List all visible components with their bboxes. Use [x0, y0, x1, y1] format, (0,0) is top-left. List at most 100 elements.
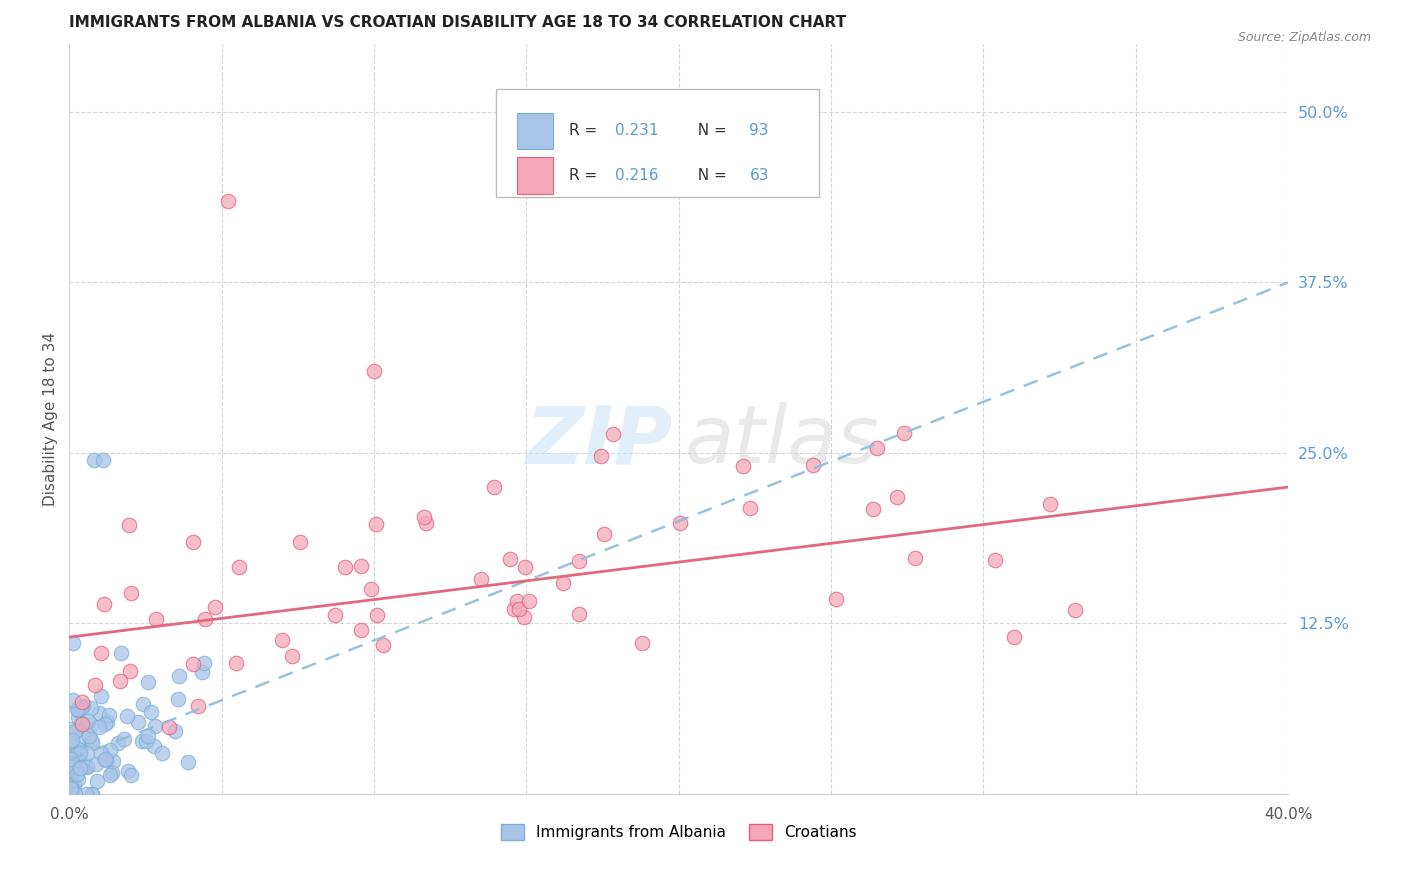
Point: [89, 706, 111, 720]
Point: [67, 742, 90, 756]
Point: [145, 612, 167, 626]
Point: [143, 739, 166, 753]
Point: [70, 700, 93, 714]
Point: [508, 602, 530, 616]
Point: [63, 759, 86, 773]
Point: [503, 602, 526, 616]
Point: [482, 479, 505, 493]
Point: [98, 743, 121, 757]
Text: 0.216: 0.216: [616, 168, 659, 183]
Point: [217, 194, 239, 208]
Point: [592, 527, 614, 541]
Point: [70, 695, 93, 709]
Point: [80, 787, 103, 801]
Point: [366, 607, 388, 622]
Point: [69, 715, 91, 730]
Point: [66, 710, 89, 724]
Point: [280, 649, 302, 664]
Point: [143, 719, 166, 733]
Point: [80, 732, 103, 747]
Point: [904, 550, 927, 565]
Point: [290, 535, 312, 549]
Point: [194, 612, 217, 626]
Point: [893, 426, 915, 441]
Point: [415, 516, 437, 530]
Point: [86, 774, 108, 789]
Point: [731, 458, 754, 473]
Point: [62, 693, 84, 707]
Point: [187, 698, 209, 713]
Point: [94, 752, 117, 766]
Point: [193, 656, 215, 670]
Point: [167, 669, 190, 683]
Point: [107, 736, 129, 750]
Point: [412, 510, 434, 524]
Point: [62, 739, 84, 754]
Text: 63: 63: [749, 168, 769, 183]
Point: [67, 702, 90, 716]
Point: [90, 646, 112, 660]
Legend: Immigrants from Albania, Croatians: Immigrants from Albania, Croatians: [495, 818, 863, 847]
Point: [228, 560, 250, 574]
Point: [59, 787, 82, 801]
Point: [62, 740, 84, 755]
Point: [333, 560, 356, 574]
Point: [135, 734, 157, 748]
Point: [62, 636, 84, 650]
Point: [73, 757, 96, 772]
Text: ZIP: ZIP: [526, 402, 672, 481]
Point: [631, 636, 654, 650]
Point: [58, 734, 80, 748]
Point: [513, 560, 536, 574]
Point: [62, 782, 84, 797]
FancyBboxPatch shape: [496, 88, 818, 197]
Point: [589, 450, 612, 464]
Point: [553, 575, 575, 590]
Point: [157, 720, 180, 734]
Point: [136, 729, 159, 743]
Point: [163, 723, 186, 738]
Text: Source: ZipAtlas.com: Source: ZipAtlas.com: [1237, 31, 1371, 45]
Point: [90, 690, 112, 704]
Point: [72, 731, 94, 745]
Point: [568, 554, 591, 568]
Point: [93, 597, 115, 611]
Point: [59, 765, 82, 780]
Point: [76, 758, 98, 772]
Point: [94, 716, 117, 731]
Point: [225, 656, 247, 670]
Point: [512, 610, 534, 624]
Point: [63, 760, 86, 774]
Point: [60, 779, 83, 793]
Point: [69, 761, 91, 775]
Text: 0.231: 0.231: [616, 123, 659, 138]
Point: [60, 752, 83, 766]
Point: [738, 500, 761, 515]
Point: [76, 760, 98, 774]
Point: [100, 768, 122, 782]
Point: [120, 768, 142, 782]
Point: [66, 703, 89, 717]
Point: [984, 553, 1007, 567]
Point: [70, 716, 93, 731]
Point: [602, 427, 624, 442]
Point: [60, 732, 83, 747]
Point: [66, 766, 89, 780]
Point: [90, 746, 112, 760]
Point: [862, 502, 884, 516]
Point: [141, 706, 163, 720]
Point: [101, 754, 124, 768]
Point: [75, 787, 97, 801]
Point: [363, 364, 385, 378]
Point: [177, 756, 200, 770]
Point: [866, 441, 889, 455]
Point: [825, 591, 848, 606]
Point: [60, 782, 83, 797]
Point: [110, 646, 132, 660]
Point: [84, 678, 107, 692]
Point: [118, 665, 141, 679]
Point: [669, 516, 692, 530]
Point: [66, 702, 89, 716]
Point: [801, 458, 824, 472]
Point: [63, 778, 86, 792]
